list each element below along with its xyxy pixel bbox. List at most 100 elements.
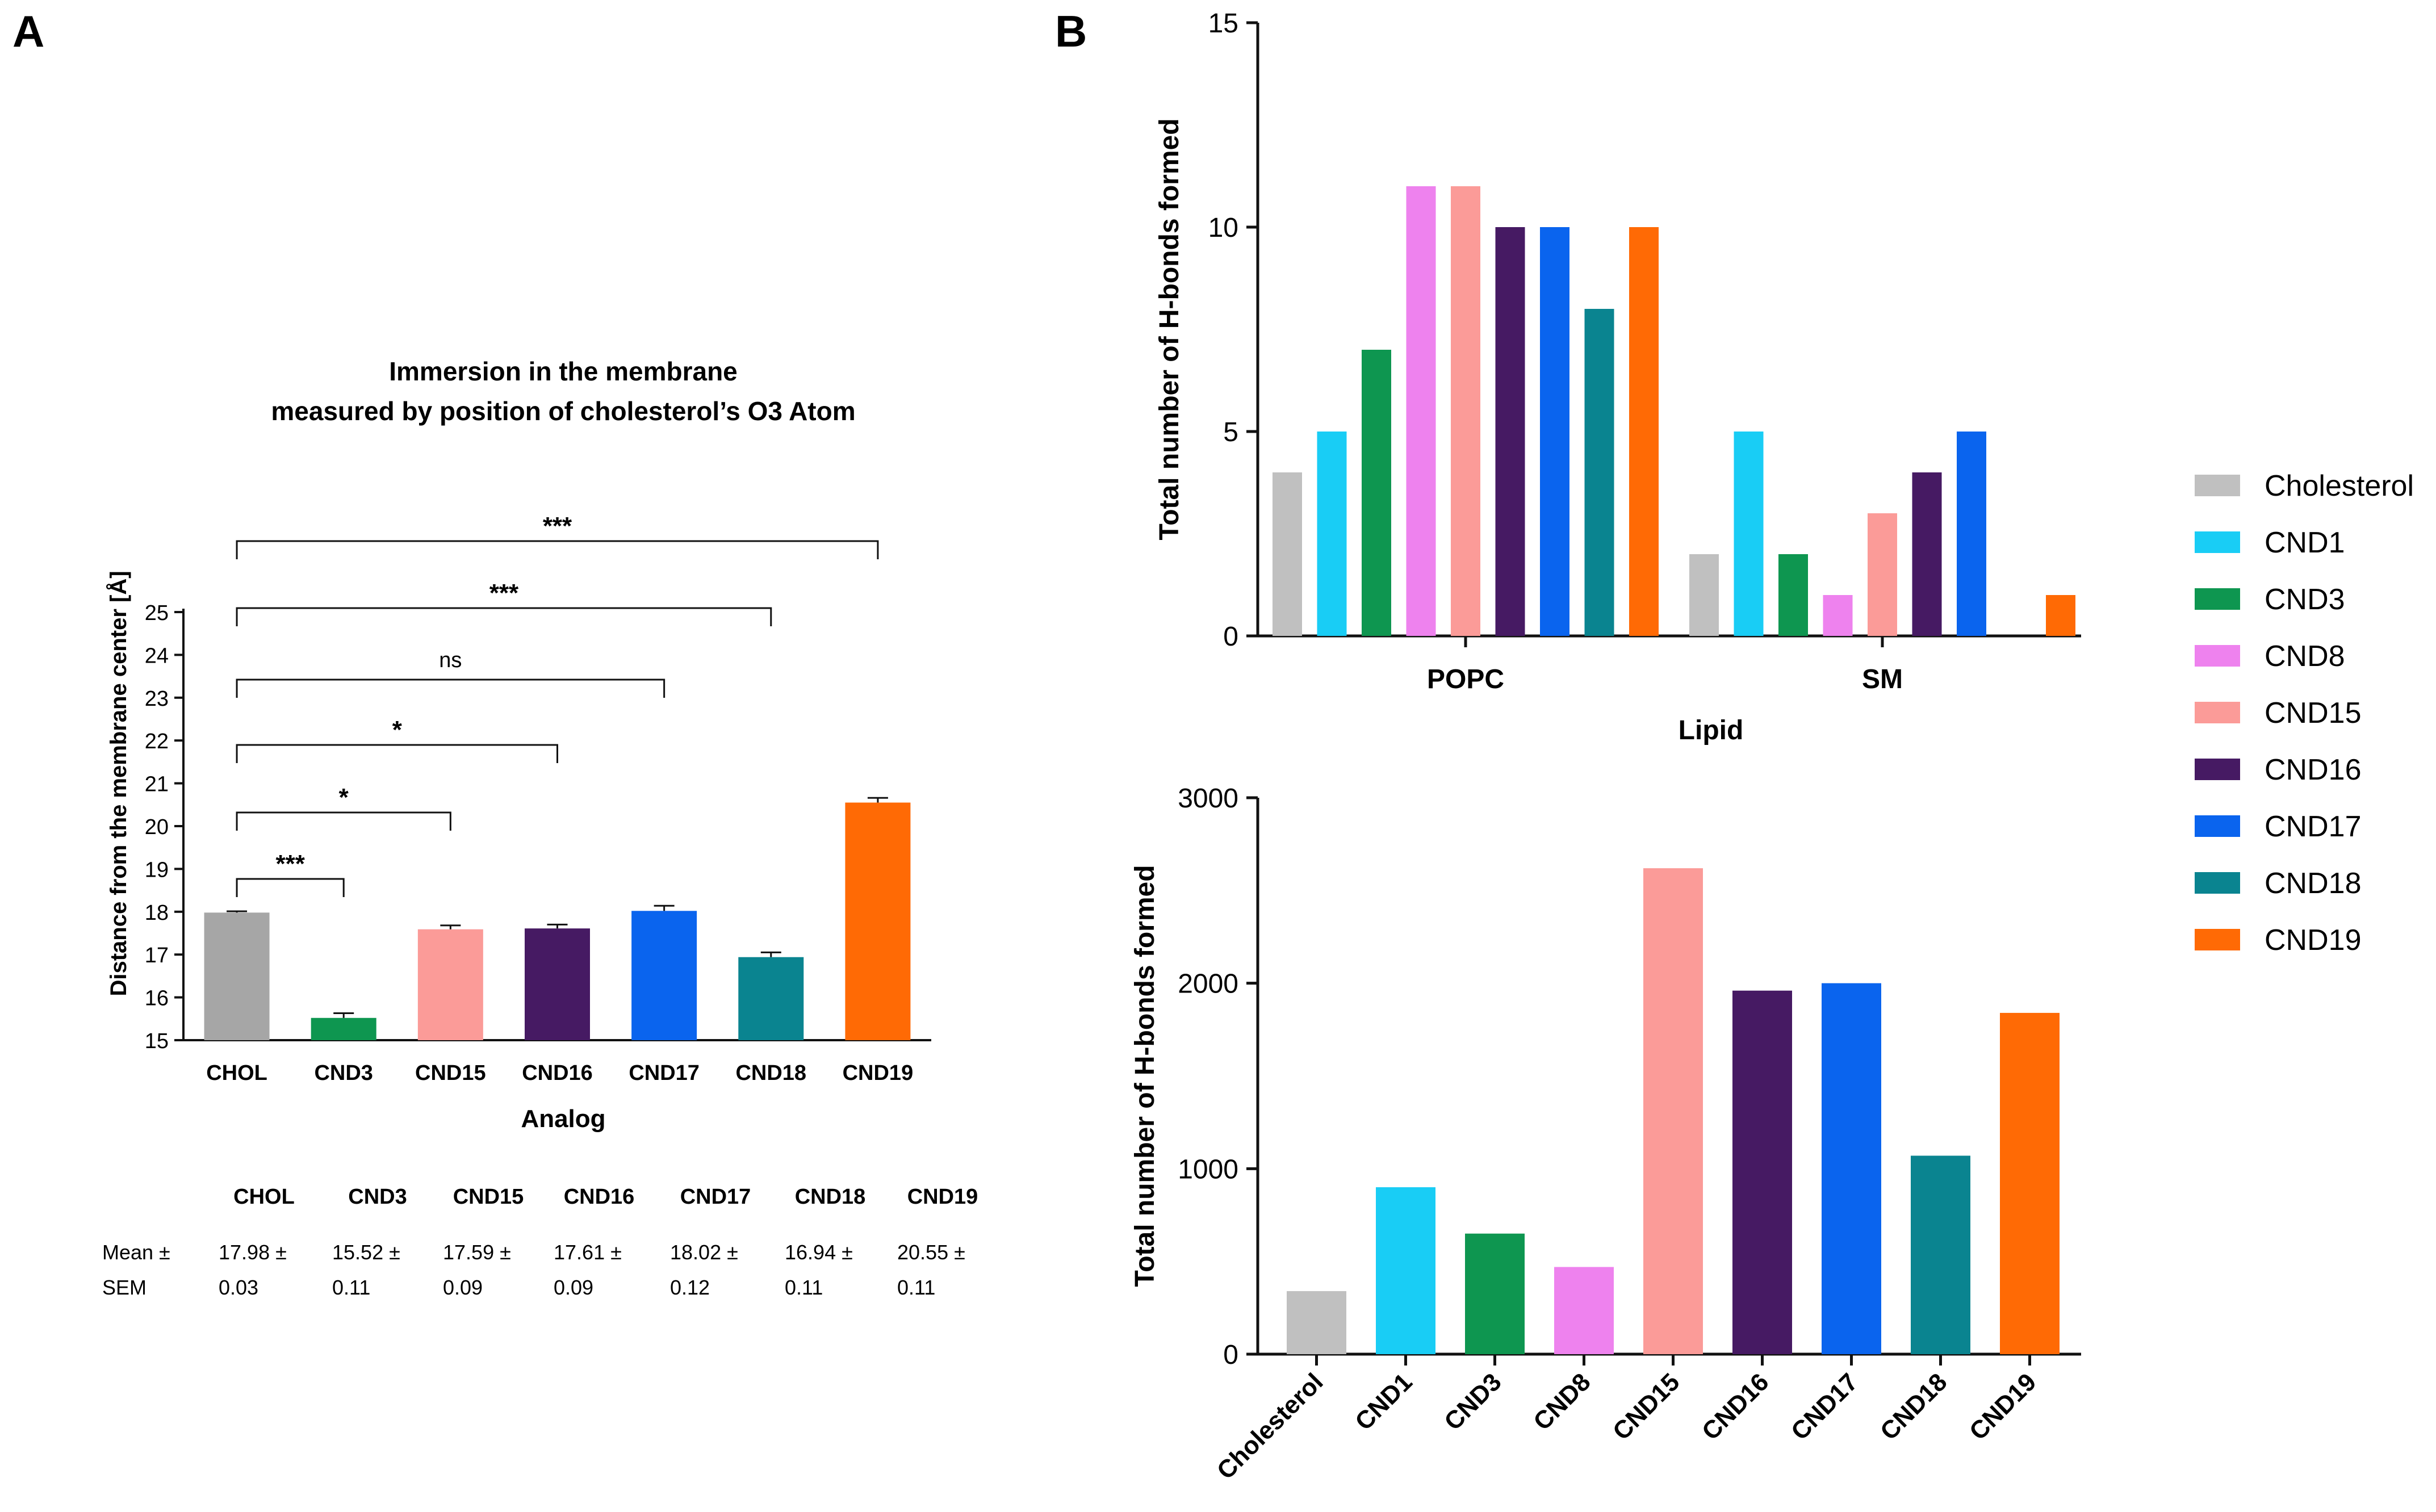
chart-b-lipid-hbonds: Total number of H-bonds formed Lipid 0 5 1…: [1154, 9, 2081, 745]
chart-b1-xtick-label: SM: [1862, 664, 1903, 694]
table-header: CND17: [680, 1185, 751, 1209]
significance-label: ***: [543, 512, 572, 540]
table-cell-mean: 18.02 ±: [670, 1241, 738, 1264]
chart-a-ytick-label: 24: [145, 644, 169, 668]
table-cell-sem: 0.09: [443, 1276, 483, 1299]
chart-b1-bar: [1362, 350, 1391, 636]
chart-b2-xtick-label: CND18: [1875, 1368, 1953, 1446]
legend-label: CND3: [2265, 583, 2345, 616]
chart-b1-bar: [1823, 595, 1853, 636]
table-cell-sem: 0.11: [785, 1276, 823, 1299]
chart-b2-bar: [1732, 990, 1792, 1354]
chart-a-bar: [417, 929, 483, 1040]
chart-b1-bar: [1689, 554, 1719, 636]
chart-b1-bar: [1584, 309, 1614, 636]
significance-label: *: [392, 716, 403, 744]
chart-b1-ytick-label: 10: [1208, 213, 1238, 243]
chart-b2-ytick-label: 1000: [1178, 1154, 1238, 1184]
legend-swatch: [2195, 645, 2240, 667]
chart-b2-xtick-label: CND17: [1786, 1368, 1864, 1446]
panel-b-label: B: [1055, 6, 1087, 56]
chart-b2-xtick-label: CND3: [1439, 1368, 1506, 1435]
significance-bracket: [236, 878, 345, 897]
legend-swatch: [2195, 702, 2240, 723]
table-header: CND18: [795, 1185, 866, 1209]
legend-swatch: [2195, 872, 2240, 894]
chart-b1-bar: [1495, 227, 1525, 636]
table-header: CHOL: [233, 1185, 295, 1209]
chart-b1-bar: [1912, 472, 1942, 636]
legend: Cholesterol CND1 CND3 CND8 CND15 CND16 CND17 CN…: [2195, 470, 2414, 957]
chart-a-ytick-label: 21: [145, 773, 169, 797]
chart-b1-ylabel: Total number of H-bonds formed: [1154, 118, 1184, 540]
chart-a-ytick-label: 22: [145, 730, 169, 753]
chart-b1-ytick-label: 5: [1223, 417, 1238, 447]
legend-label: CND19: [2265, 924, 2362, 957]
chart-a-bar: [204, 912, 270, 1040]
legend-label: CND15: [2265, 697, 2362, 730]
legend-swatch: [2195, 588, 2240, 610]
chart-b2-ytick-label: 0: [1223, 1340, 1238, 1370]
chart-a-title: Immersion in the membrane: [389, 357, 738, 386]
chart-b2-bar: [1822, 983, 1881, 1354]
legend-label: CND18: [2265, 867, 2362, 900]
significance-bracket: [236, 540, 879, 559]
table-cell-sem: 0.03: [219, 1276, 258, 1299]
significance-label: ***: [275, 850, 305, 878]
chart-b2-ytick-label: 2000: [1178, 969, 1238, 999]
legend-label: CND17: [2265, 810, 2362, 843]
chart-b2-bar: [1465, 1233, 1525, 1354]
table-cell-mean: 16.94 ±: [785, 1241, 853, 1264]
table-header: CND15: [453, 1185, 524, 1209]
chart-a-xtick-label: CND15: [415, 1061, 486, 1085]
chart-b1-bar: [1273, 472, 1302, 636]
panel-a-label: A: [12, 6, 44, 56]
legend-label: Cholesterol: [2265, 470, 2414, 502]
chart-b2-bar: [1643, 868, 1703, 1354]
significance-label: *: [339, 784, 349, 811]
chart-b2-bar: [1911, 1155, 1970, 1354]
chart-b2-bar: [1376, 1187, 1435, 1354]
chart-b1-ytick-label: 15: [1208, 9, 1238, 39]
chart-b1-bar: [1540, 227, 1569, 636]
chart-a-ytick-label: 20: [145, 815, 169, 839]
significance-bracket: [236, 811, 451, 831]
table-header: CND19: [907, 1185, 978, 1209]
chart-b2-bar: [1554, 1267, 1614, 1354]
chart-a-xtick-label: CND17: [629, 1061, 700, 1085]
chart-b2-xtick-label: CND16: [1697, 1368, 1774, 1446]
table-cell-sem: 0.11: [332, 1276, 370, 1299]
chart-a-xtick-label: CND16: [522, 1061, 593, 1085]
chart-a-xlabel: Analog: [521, 1105, 605, 1133]
chart-a-xtick-label: CND19: [843, 1061, 914, 1085]
chart-b2-xtick-label: CND15: [1608, 1368, 1685, 1446]
chart-a-bar: [525, 928, 590, 1040]
significance-bracket: [236, 744, 558, 763]
chart-a-xtick-label: CND3: [314, 1061, 372, 1085]
chart-a-ytick-label: 19: [145, 858, 169, 882]
chart-a-ytick-label: 18: [145, 901, 169, 925]
table-cell-mean: 17.98 ±: [219, 1241, 287, 1264]
chart-a-subtitle: measured by position of cholesterol’s O3…: [271, 396, 855, 426]
chart-b2-xtick-label: CND19: [1964, 1368, 2042, 1446]
chart-a-ytick-label: 17: [145, 944, 169, 967]
chart-b1-bar: [1957, 432, 1986, 636]
significance-label: ns: [439, 648, 462, 672]
chart-a-bar: [311, 1017, 376, 1040]
chart-b2-xtick-label: CND8: [1528, 1368, 1596, 1435]
table-header: CND16: [564, 1185, 635, 1209]
chart-b1-bar: [1451, 186, 1480, 636]
chart-b1-bar: [1778, 554, 1808, 636]
chart-b2-xtick-label: Cholesterol: [1212, 1368, 1329, 1485]
chart-b2-xtick-label: CND1: [1350, 1368, 1417, 1435]
significance-label: ***: [489, 579, 519, 607]
chart-a-ytick-label: 15: [145, 1029, 169, 1053]
legend-swatch: [2195, 531, 2240, 553]
legend-swatch: [2195, 475, 2240, 496]
chart-a-xtick-label: CHOL: [206, 1061, 267, 1085]
table-header: CND3: [348, 1185, 407, 1209]
chart-b1-bar: [1317, 432, 1347, 636]
chart-b2-ytick-label: 3000: [1178, 784, 1238, 814]
chart-a-xtick-label: CND18: [735, 1061, 806, 1085]
